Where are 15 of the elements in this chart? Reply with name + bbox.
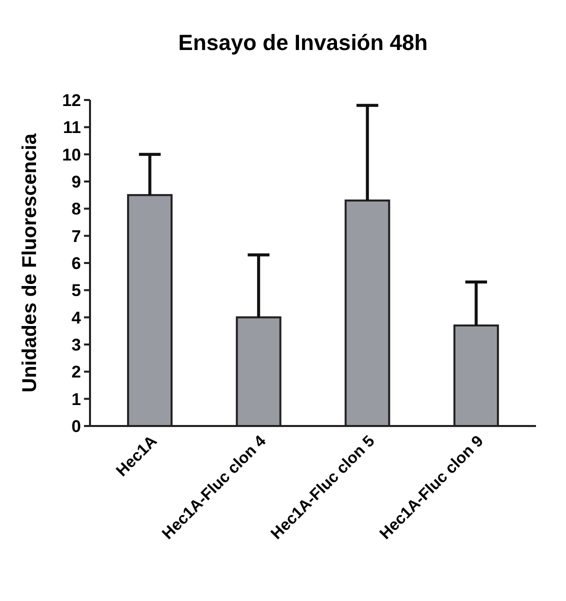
y-tick-label: 4: [72, 308, 82, 328]
chart-title: Ensayo de Invasión 48h: [178, 30, 428, 55]
y-tick-label: 3: [72, 335, 81, 354]
y-tick-label: 0: [72, 416, 81, 436]
y-tick-label: 11: [63, 118, 81, 138]
y-axis-title: Unidades de Fluorescencia: [19, 132, 41, 392]
y-tick-label: 12: [62, 90, 81, 110]
y-tick-label: 2: [72, 362, 81, 382]
y-tick-label: 10: [62, 145, 81, 164]
y-tick-label: 5: [72, 281, 81, 300]
y-tick-label: 8: [72, 200, 81, 219]
y-tick-label: 6: [72, 254, 81, 273]
y-tick-label: 1: [72, 390, 81, 409]
y-tick-label: 7: [72, 226, 81, 246]
y-tick-label: 9: [72, 172, 81, 192]
